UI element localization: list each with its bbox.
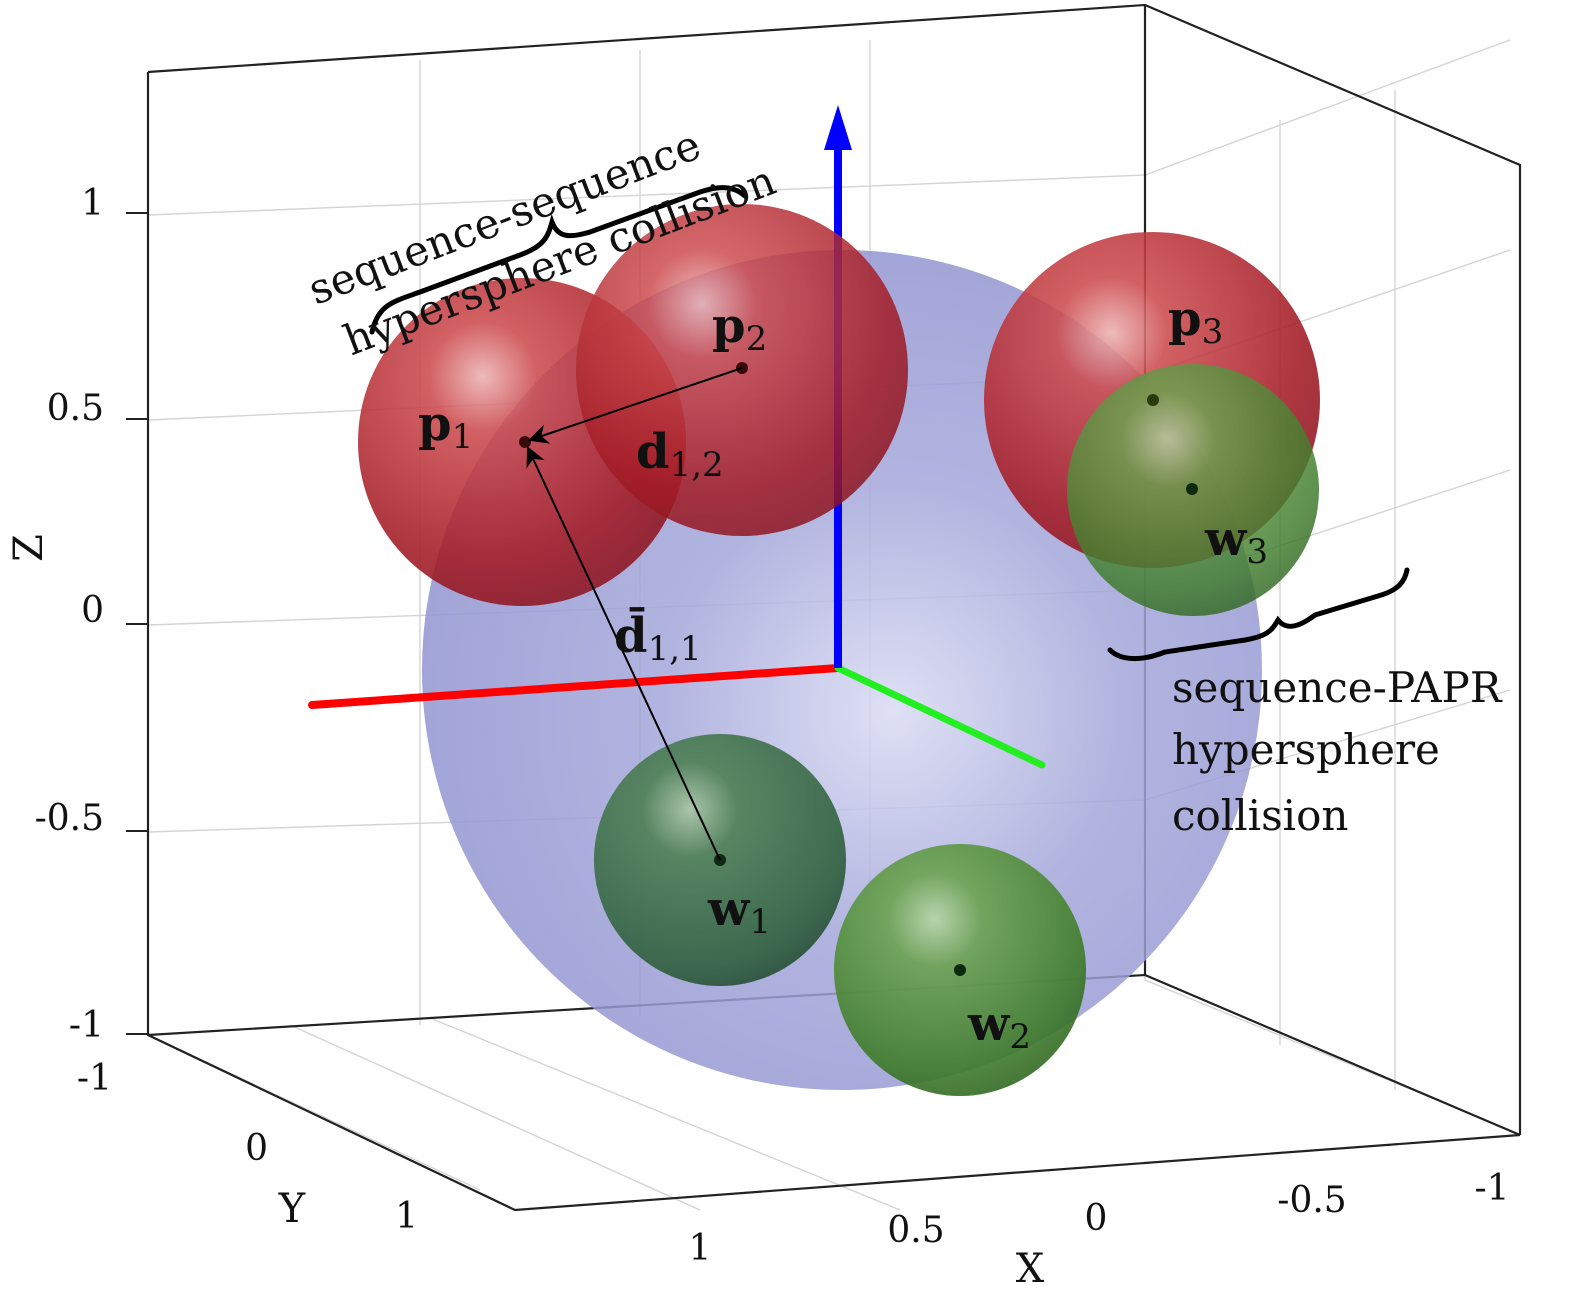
center-p1: [519, 436, 531, 448]
y-axis-arrow: [834, 664, 1046, 769]
label-p1: p1: [418, 396, 473, 457]
x-tick-label: -0.5: [1277, 1180, 1346, 1221]
center-w2: [954, 964, 966, 976]
center-w3: [1186, 483, 1198, 495]
x-axis-arrow: [308, 664, 842, 709]
y-tick-label: 0: [245, 1128, 268, 1169]
y-axis-label: Y: [278, 1186, 306, 1232]
z-tickmarks: [126, 212, 148, 1035]
z-tick-label: 1: [81, 183, 104, 224]
seq-seq-brace: [369, 185, 748, 335]
z-tick-label: 0.5: [47, 388, 104, 429]
label-dbar11: d̄1,1: [614, 606, 702, 669]
distance-vectors: [526, 367, 743, 861]
x-axis-label: X: [1016, 1246, 1045, 1291]
label-p2: p2: [712, 298, 767, 359]
seq-papr-text-line2: hypersphere: [1172, 725, 1440, 774]
x-tick-labels: 1 0.5 0 -0.5 -1: [689, 1168, 1510, 1269]
seq-papr-text-line1: sequence-PAPR: [1172, 663, 1503, 712]
y-tick-labels: -1 0 1: [77, 1058, 418, 1237]
z-tick-label: -1: [69, 1005, 104, 1046]
z-tick-label: 0: [81, 590, 104, 631]
y-tick-label: -1: [77, 1058, 112, 1099]
z-tick-label: -0.5: [35, 798, 104, 839]
sphere-centers: [519, 362, 1198, 976]
x-tick-label: -1: [1474, 1168, 1509, 1209]
center-p3: [1147, 394, 1159, 406]
label-w1: w1: [707, 881, 771, 942]
vector-dbar11: [526, 446, 721, 861]
label-d12: d1,2: [636, 424, 724, 485]
vector-d12: [528, 367, 743, 444]
seq-papr-text-line3: collision: [1172, 791, 1348, 840]
label-w3: w3: [1204, 511, 1268, 572]
z-tick-labels: 1 0.5 0 -0.5 -1: [35, 183, 104, 1046]
x-tick-label: 0: [1085, 1198, 1108, 1239]
seq-papr-annotation: sequence-PAPR hypersphere collision: [1172, 663, 1503, 840]
seq-papr-brace: [1107, 567, 1410, 661]
x-tick-label: 0.5: [887, 1210, 944, 1251]
label-p3: p3: [1168, 291, 1223, 352]
label-w2: w2: [967, 996, 1031, 1057]
y-tick-label: 1: [395, 1196, 418, 1237]
z-axis-arrowhead: [824, 105, 852, 150]
z-axis-label: Z: [6, 534, 52, 562]
x-tick-label: 1: [689, 1228, 712, 1269]
